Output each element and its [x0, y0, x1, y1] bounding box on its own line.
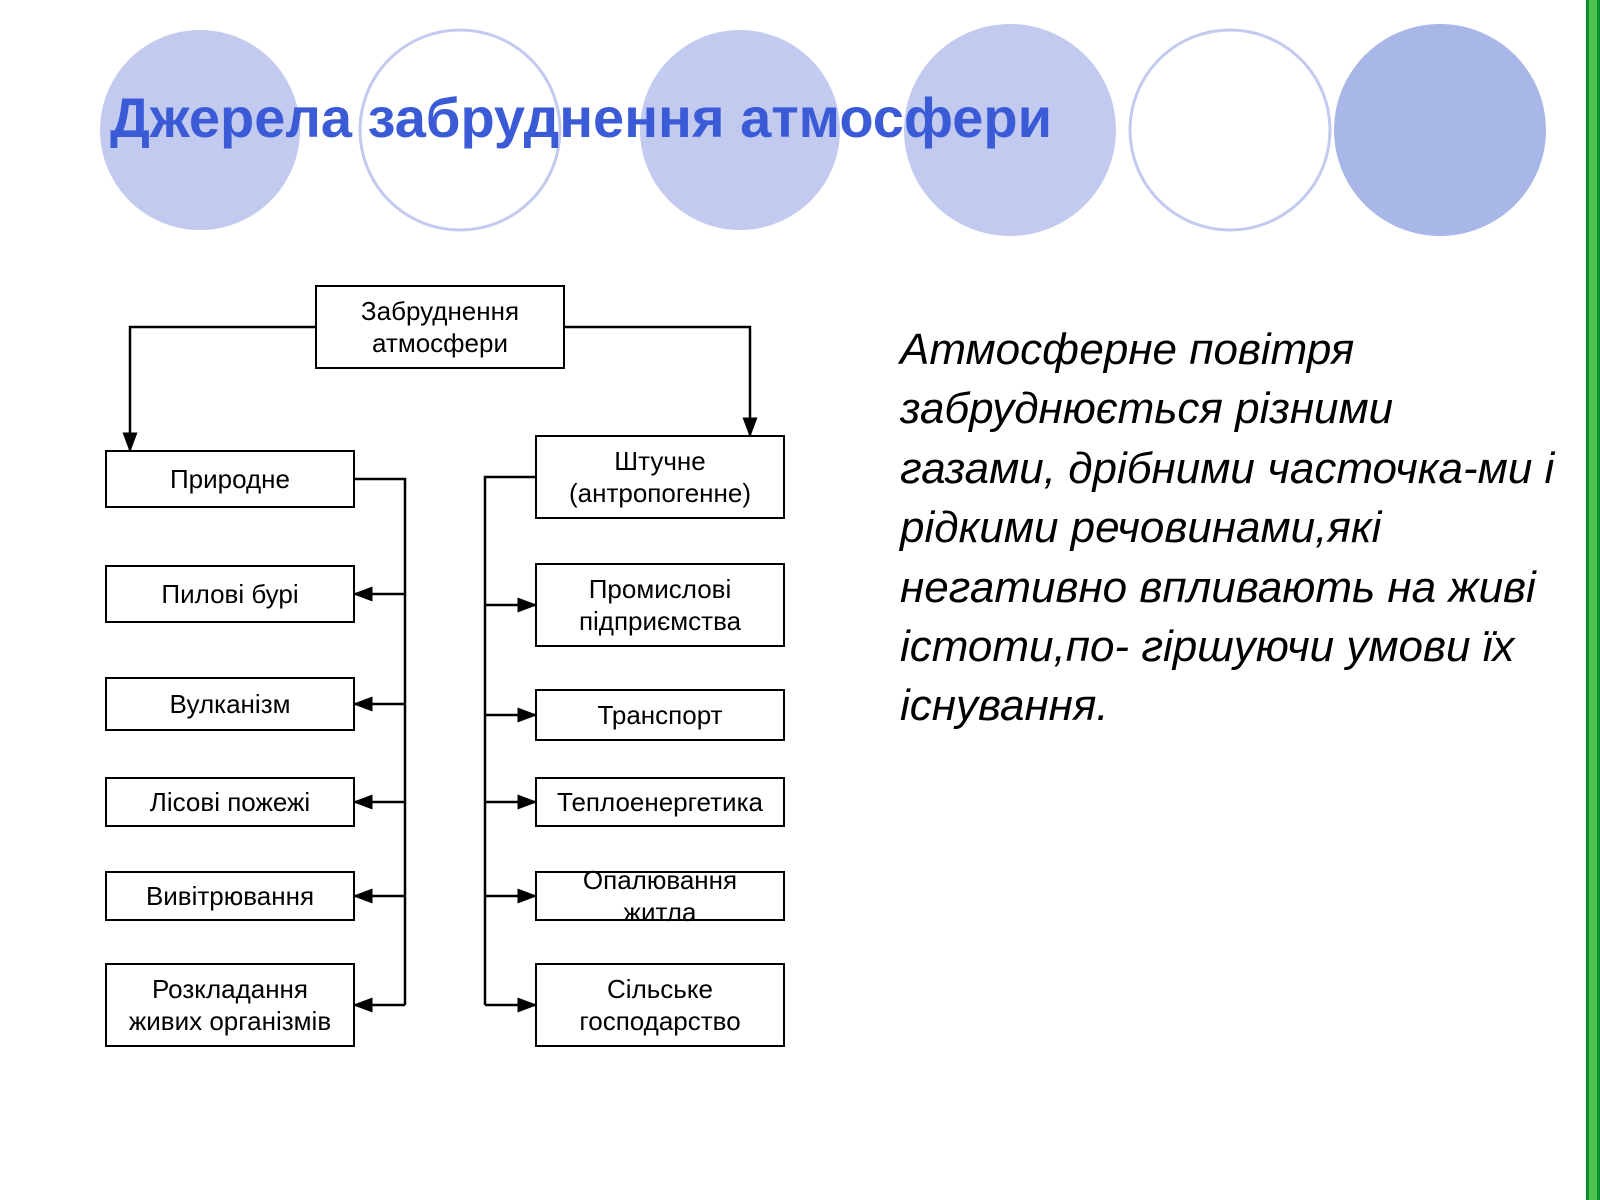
diagram-node-artificial: Штучне (антропогенне)	[535, 435, 785, 519]
diagram-node-n1: Пилові бурі	[105, 565, 355, 623]
slide: Джерела забруднення атмосфери Забрудненн…	[0, 0, 1600, 1200]
diagram-node-n2: Вулканізм	[105, 677, 355, 731]
pollution-diagram: Забруднення атмосфери Природне Штучне (ант…	[50, 285, 900, 1075]
explanatory-paragraph: Атмосферне повітря забруднюється різними…	[900, 320, 1560, 736]
diagram-node-n5: Розкладання живих організмів	[105, 963, 355, 1047]
diagram-node-a4: Опалювання житла	[535, 871, 785, 921]
diagram-node-a5: Сільське господарство	[535, 963, 785, 1047]
diagram-node-natural: Природне	[105, 450, 355, 508]
page-title: Джерела забруднення атмосфери	[110, 85, 1052, 150]
diagram-node-root: Забруднення атмосфери	[315, 285, 565, 369]
diagram-node-a2: Транспорт	[535, 689, 785, 741]
diagram-node-n4: Вивітрювання	[105, 871, 355, 921]
diagram-node-a1: Промислові підприємства	[535, 563, 785, 647]
diagram-node-n3: Лісові пожежі	[105, 777, 355, 827]
diagram-node-a3: Теплоенергетика	[535, 777, 785, 827]
